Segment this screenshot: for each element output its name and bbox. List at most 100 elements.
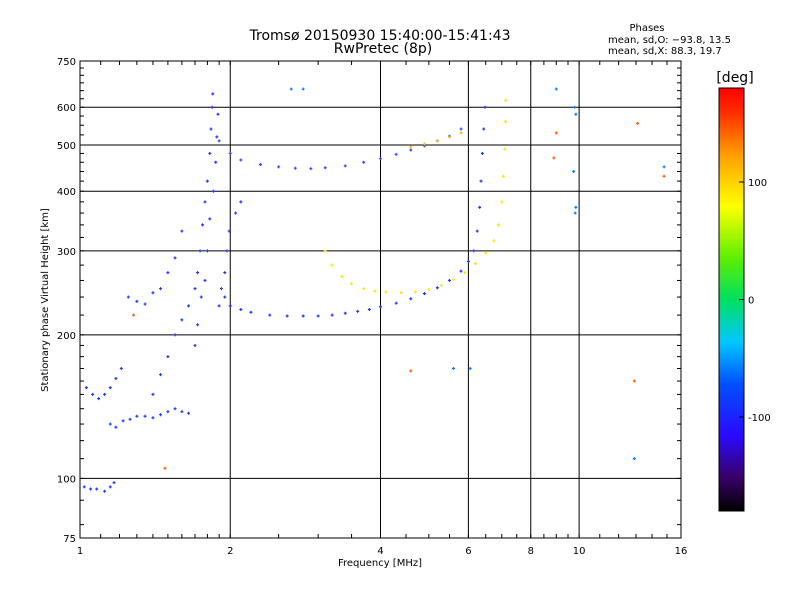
data-point [143, 302, 147, 306]
colorbar-tick-label: 100 [748, 178, 767, 189]
data-point [214, 160, 218, 164]
x-axis-label: Frequency [MHz] [338, 558, 422, 569]
data-point [373, 289, 377, 293]
data-point [554, 131, 558, 135]
y-axis-label: Stationary phase Virtual Height [km] [40, 208, 51, 392]
data-point [84, 386, 88, 390]
data-point [451, 278, 455, 282]
data-point [475, 229, 479, 233]
y-tick-label: 75 [63, 534, 76, 545]
data-point [228, 151, 232, 155]
data-point [343, 164, 347, 168]
data-point [217, 139, 221, 143]
data-point [103, 392, 107, 396]
data-point [413, 290, 417, 294]
data-point [459, 131, 463, 135]
data-point [166, 355, 170, 359]
data-point [219, 287, 223, 291]
data-point [239, 158, 243, 162]
data-point [95, 487, 99, 491]
series-o-mode-upper-trace [217, 127, 463, 171]
data-point [367, 307, 371, 311]
phases-label: Phases [629, 23, 664, 34]
data-point [128, 417, 132, 421]
data-point [208, 217, 212, 221]
chart-title: Tromsø 20150930 15:40:00-15:41:43 [249, 28, 511, 44]
colorbar-tick-label: 0 [748, 296, 754, 307]
data-points [82, 87, 666, 493]
data-point [151, 392, 155, 396]
data-point [108, 422, 112, 426]
data-point [309, 167, 313, 171]
data-point [173, 333, 177, 337]
y-tick-label: 600 [57, 103, 76, 114]
data-point [268, 313, 272, 317]
data-point [473, 262, 477, 266]
data-point [468, 366, 472, 370]
series-x-mode-upper-trace [409, 131, 463, 149]
data-point [448, 135, 452, 139]
data-point [166, 271, 170, 275]
data-point [362, 287, 366, 291]
data-point [422, 292, 426, 296]
data-point [409, 148, 413, 152]
data-point [440, 283, 443, 287]
data-point [151, 416, 155, 420]
data-point [636, 121, 640, 125]
data-point [330, 313, 334, 317]
data-point [163, 466, 167, 470]
data-point [114, 425, 118, 429]
colorbar-ticks: 100 0 -100 [739, 178, 771, 424]
x-axis-ticks: 1 2 4 6 8 10 16 [77, 546, 688, 557]
grid [79, 60, 682, 538]
data-point [205, 249, 209, 253]
y-tick-label: 100 [57, 474, 76, 485]
data-point [459, 127, 463, 131]
data-point [316, 314, 320, 318]
data-point [199, 295, 203, 299]
series-scattered-points-blue- [289, 87, 666, 461]
data-point [225, 249, 229, 253]
data-point [492, 239, 496, 243]
data-point [323, 166, 327, 170]
data-point [108, 485, 112, 489]
data-point [196, 271, 200, 275]
data-point [114, 376, 118, 380]
data-point [97, 397, 101, 401]
data-point [259, 163, 263, 167]
data-point [121, 419, 125, 423]
series-x-mode-f-trace [323, 98, 508, 295]
data-point [503, 147, 507, 151]
data-point [301, 314, 305, 318]
data-point [356, 309, 360, 313]
data-point [119, 366, 123, 370]
data-point [210, 105, 214, 109]
data-point [173, 407, 177, 411]
data-point [427, 287, 431, 291]
data-point [482, 127, 486, 131]
data-point [103, 489, 107, 493]
data-point [478, 205, 482, 209]
data-point [573, 105, 577, 109]
data-point [211, 92, 215, 96]
data-point [463, 271, 467, 275]
data-point [394, 301, 398, 305]
data-point [135, 414, 139, 418]
data-point [209, 127, 213, 131]
data-point [384, 290, 388, 294]
data-point [201, 223, 205, 227]
colorbar-tick-label: -100 [748, 413, 771, 424]
data-point [340, 275, 344, 279]
data-point [285, 314, 289, 318]
y-tick-label: 500 [57, 141, 76, 152]
x-tick-label: 6 [465, 546, 471, 557]
data-point [203, 278, 207, 282]
data-point [399, 291, 403, 295]
data-point [662, 165, 666, 169]
data-point [223, 271, 227, 275]
data-point [193, 343, 197, 347]
data-point [180, 410, 184, 414]
x-tick-label: 16 [675, 546, 688, 557]
data-point [409, 369, 413, 373]
data-point [223, 295, 227, 299]
